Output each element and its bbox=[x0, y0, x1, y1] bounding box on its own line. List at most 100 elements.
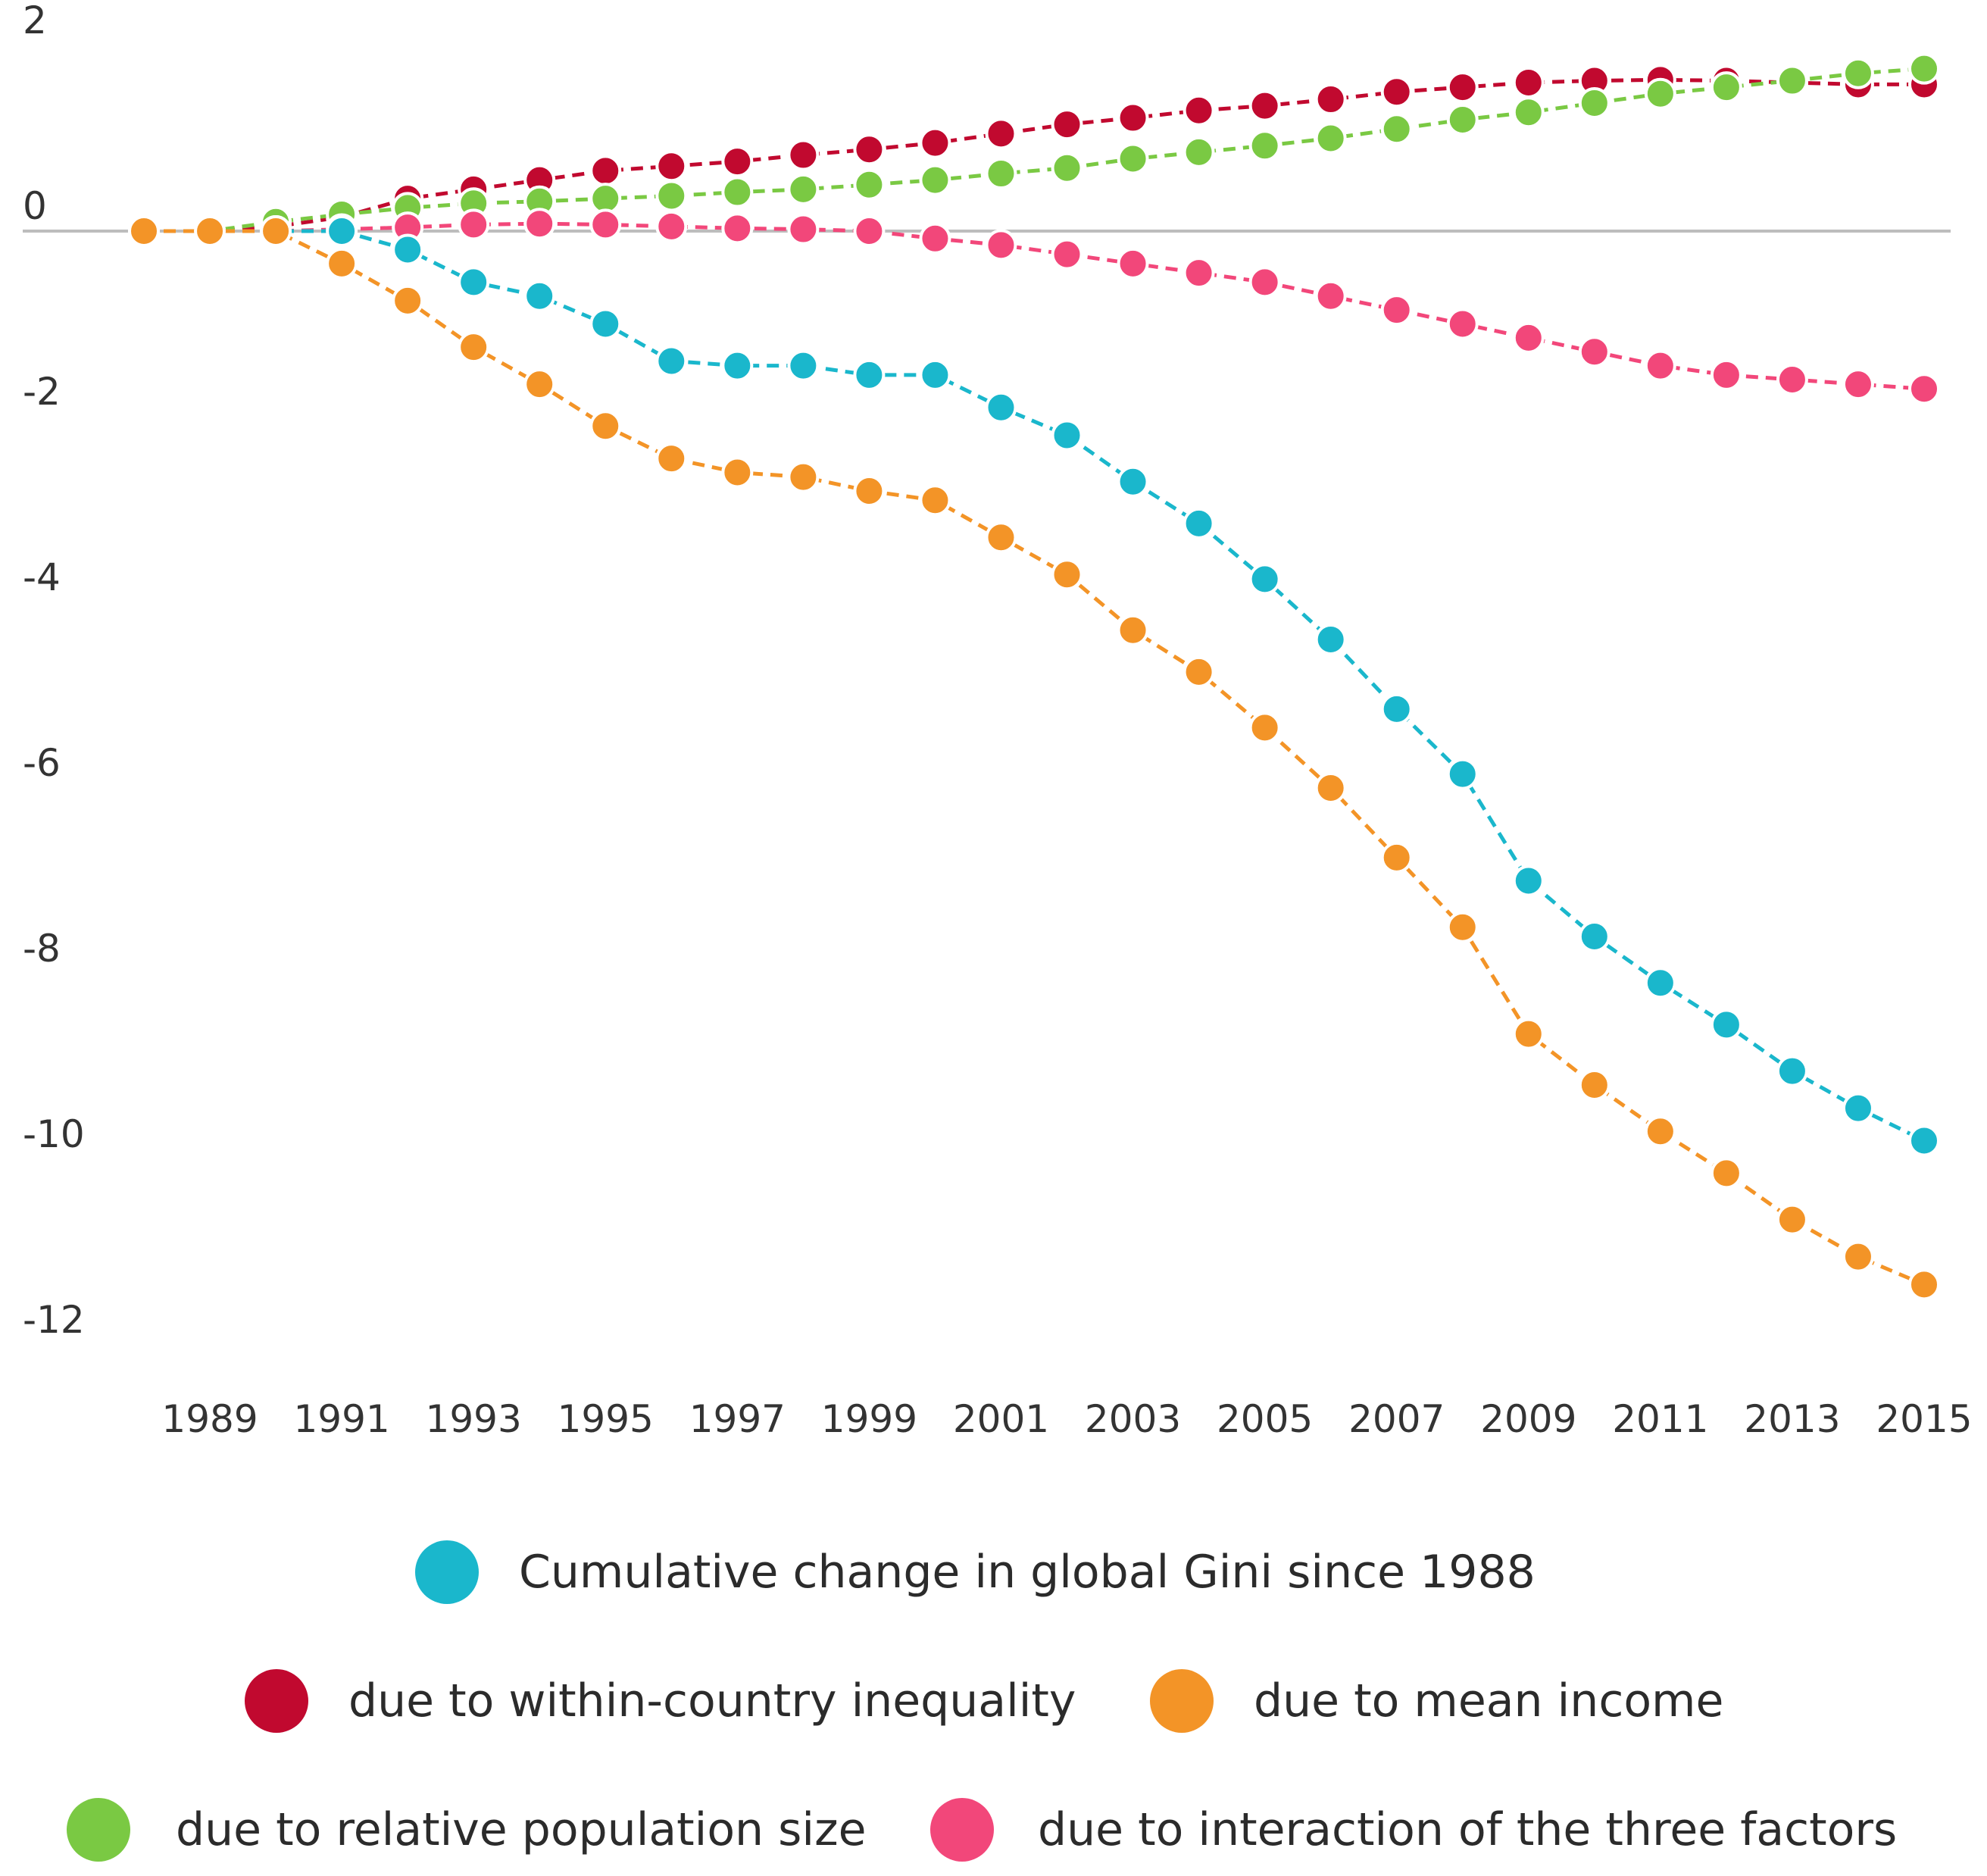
x-tick-label: 1989 bbox=[161, 1397, 258, 1441]
data-point bbox=[1183, 136, 1215, 168]
data-point bbox=[721, 456, 754, 489]
data-point bbox=[919, 164, 951, 196]
data-point bbox=[1183, 94, 1215, 127]
data-point bbox=[787, 349, 820, 382]
data-point bbox=[1578, 1069, 1611, 1101]
data-point bbox=[523, 208, 556, 240]
series-3 bbox=[128, 215, 1940, 1157]
data-point bbox=[1644, 349, 1676, 382]
data-point bbox=[1908, 1268, 1940, 1301]
x-tick-label: 1991 bbox=[293, 1397, 389, 1441]
data-point bbox=[326, 247, 358, 280]
x-tick-label: 2009 bbox=[1480, 1397, 1576, 1441]
legend-label: due to relative population size bbox=[176, 1803, 866, 1856]
data-point bbox=[655, 210, 688, 242]
data-point bbox=[1051, 238, 1083, 270]
data-point bbox=[1446, 71, 1479, 104]
data-point bbox=[853, 475, 886, 507]
data-point bbox=[1248, 711, 1281, 744]
series-group bbox=[128, 52, 1940, 1301]
data-point bbox=[1051, 108, 1083, 141]
data-point bbox=[1710, 358, 1742, 391]
series-line bbox=[144, 221, 1925, 391]
data-point bbox=[1248, 130, 1281, 162]
y-tick-label: -2 bbox=[23, 370, 61, 414]
data-point bbox=[721, 212, 754, 245]
data-point bbox=[1908, 52, 1940, 85]
x-tick-label: 2015 bbox=[1876, 1397, 1972, 1441]
data-point bbox=[1248, 89, 1281, 122]
y-tick-label: -12 bbox=[23, 1298, 85, 1342]
data-point bbox=[1710, 71, 1742, 104]
x-tick-label: 2003 bbox=[1085, 1397, 1181, 1441]
data-point bbox=[1512, 321, 1545, 354]
data-point bbox=[985, 117, 1017, 150]
data-point bbox=[1117, 614, 1149, 646]
data-point bbox=[1117, 102, 1149, 134]
x-tick-label: 2001 bbox=[953, 1397, 1049, 1441]
data-point bbox=[589, 155, 622, 187]
data-point bbox=[458, 208, 490, 241]
data-point bbox=[1842, 57, 1874, 89]
data-point bbox=[392, 233, 424, 266]
x-tick-label: 1993 bbox=[426, 1397, 522, 1441]
data-point bbox=[1380, 693, 1413, 725]
data-point bbox=[1380, 841, 1413, 874]
series-line bbox=[144, 229, 1926, 1143]
data-point bbox=[523, 280, 556, 312]
legend-swatch bbox=[245, 1669, 308, 1733]
series-4 bbox=[128, 215, 1940, 1301]
legend-swatch bbox=[67, 1798, 130, 1862]
data-point bbox=[1117, 465, 1149, 498]
data-point bbox=[1248, 266, 1281, 299]
data-point bbox=[1314, 122, 1347, 155]
data-point bbox=[1314, 624, 1347, 655]
y-tick-label: -10 bbox=[23, 1112, 85, 1156]
data-point bbox=[1380, 113, 1413, 145]
data-point bbox=[655, 180, 688, 212]
data-point bbox=[1117, 142, 1149, 175]
x-tick-label: 1995 bbox=[558, 1397, 654, 1441]
data-point bbox=[1578, 86, 1611, 119]
data-point bbox=[1446, 911, 1479, 943]
x-tick-label: 1999 bbox=[821, 1397, 917, 1441]
data-point bbox=[1776, 1203, 1808, 1236]
data-point bbox=[1776, 64, 1808, 97]
data-point bbox=[985, 521, 1017, 554]
data-point bbox=[919, 127, 951, 159]
data-point bbox=[1908, 373, 1940, 405]
data-point bbox=[1842, 1092, 1874, 1124]
data-point bbox=[1578, 921, 1611, 952]
data-point bbox=[721, 349, 754, 382]
data-point bbox=[985, 391, 1017, 424]
data-point bbox=[853, 215, 886, 247]
data-point bbox=[919, 358, 951, 391]
legend-label: due to mean income bbox=[1254, 1674, 1723, 1727]
data-point bbox=[919, 222, 951, 255]
data-point bbox=[1644, 1115, 1676, 1148]
legend: Cumulative change in global Gini since 1… bbox=[67, 1540, 1897, 1862]
data-point bbox=[853, 358, 886, 391]
data-point bbox=[655, 345, 688, 377]
legend-item: due to within-country inequality bbox=[245, 1669, 1076, 1733]
data-point bbox=[787, 139, 820, 171]
data-point bbox=[919, 484, 951, 517]
data-point bbox=[523, 368, 556, 401]
x-tick-label: 1997 bbox=[689, 1397, 786, 1441]
data-point bbox=[1644, 967, 1676, 999]
data-point bbox=[1314, 280, 1347, 312]
data-point bbox=[655, 150, 688, 183]
data-point bbox=[853, 168, 886, 201]
legend-item: Cumulative change in global Gini since 1… bbox=[415, 1540, 1536, 1604]
y-tick-label: 2 bbox=[23, 0, 47, 42]
data-point bbox=[1446, 308, 1479, 340]
data-point bbox=[1842, 1240, 1874, 1273]
data-point bbox=[721, 176, 754, 208]
legend-swatch bbox=[415, 1540, 479, 1604]
data-point bbox=[1578, 336, 1611, 368]
data-point bbox=[260, 215, 292, 247]
data-point bbox=[194, 215, 227, 247]
y-axis: 2 0 -2 -4 -6 -8 -10 -12 bbox=[23, 0, 85, 1342]
y-tick-label: -8 bbox=[23, 927, 61, 971]
